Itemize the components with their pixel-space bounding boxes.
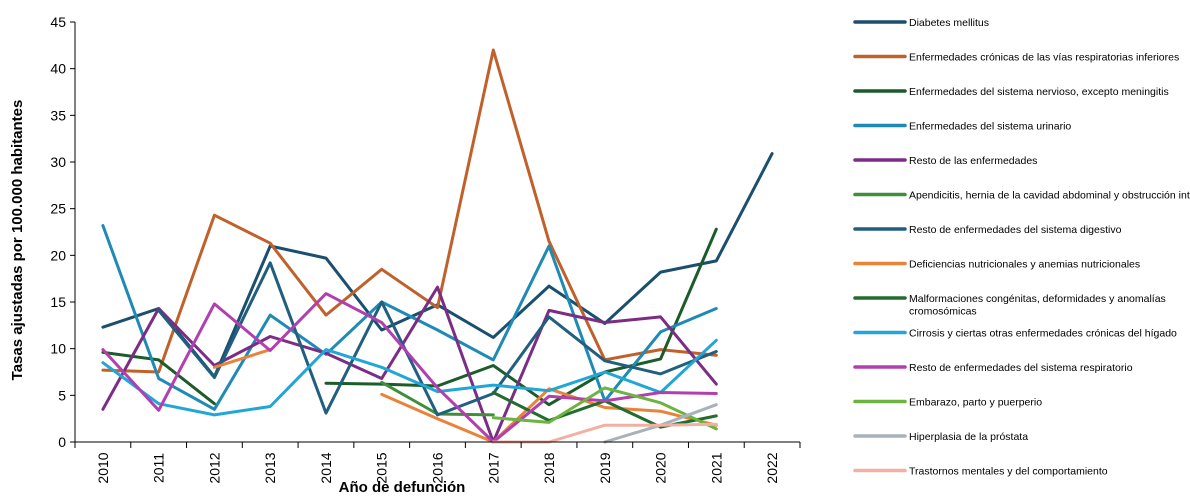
series-line-7 bbox=[157, 261, 718, 417]
y-tick-label: 20 bbox=[50, 247, 66, 263]
y-tick-label: 45 bbox=[50, 14, 66, 30]
legend-label: Cirrosis y ciertas otras enfermedades cr… bbox=[909, 328, 1177, 340]
x-tick-label: 2019 bbox=[597, 452, 613, 483]
legend-item: Enfermedades crónicas de las vías respir… bbox=[853, 52, 1179, 64]
legend-item: Embarazo, parto y puerperio bbox=[853, 397, 1042, 409]
x-tick-label: 2022 bbox=[764, 452, 780, 483]
legend-item: Resto de las enfermedades bbox=[853, 155, 1037, 167]
legend-label: Resto de las enfermedades bbox=[909, 155, 1037, 167]
x-tick-label: 2017 bbox=[485, 452, 501, 483]
legend-item: Apendicitis, hernia de la cavidad abdomi… bbox=[853, 190, 1190, 202]
x-tick-label: 2012 bbox=[206, 452, 222, 483]
axes: 0 5 10 15 20 25 30 35 40 45 2010 2011 2012 2013 2014 20… bbox=[50, 14, 801, 484]
legend-label: Apendicitis, hernia de la cavidad abdomi… bbox=[909, 190, 1190, 202]
legend-item: Diabetes mellitus bbox=[853, 17, 989, 29]
legend-label: Deficiencias nutricionales y anemias nut… bbox=[909, 259, 1140, 271]
y-tick-label: 35 bbox=[50, 107, 66, 123]
legend: Diabetes mellitus Enfermedades crónicas d… bbox=[853, 17, 1190, 478]
x-tick-label: 2015 bbox=[374, 452, 390, 483]
legend-label: Enfermedades del sistema urinario bbox=[909, 121, 1071, 133]
x-tick-label: 2014 bbox=[318, 452, 334, 483]
legend-item: Trastornos mentales y del comportamiento bbox=[853, 466, 1108, 478]
series-line-3 bbox=[101, 227, 718, 407]
series-line-8 bbox=[212, 348, 718, 444]
legend-item: Hiperplasia de la próstata bbox=[853, 431, 1028, 443]
legend-item: Cirrosis y ciertas otras enfermedades cr… bbox=[853, 328, 1177, 340]
plot-lines bbox=[101, 48, 774, 444]
legend-label: Enfermedades del sistema nervioso, excep… bbox=[909, 86, 1169, 98]
series-line-10 bbox=[101, 338, 718, 417]
legend-item: Enfermedades del sistema urinario bbox=[853, 121, 1071, 133]
series-line-1 bbox=[101, 152, 774, 379]
legend-item: Malformaciones congénitas, deformidades … bbox=[853, 293, 1166, 318]
legend-label: Embarazo, parto y puerperio bbox=[909, 397, 1042, 409]
x-tick-label: 2020 bbox=[653, 452, 669, 483]
y-tick-label: 40 bbox=[50, 61, 66, 77]
x-tick-label: 2021 bbox=[708, 452, 724, 483]
legend-item: Resto de enfermedades del sistema digest… bbox=[853, 224, 1122, 236]
y-tick-label: 25 bbox=[50, 201, 66, 217]
x-tick-label: 2013 bbox=[262, 452, 278, 483]
series-line-11 bbox=[101, 292, 718, 444]
legend-label: Enfermedades crónicas de las vías respir… bbox=[909, 52, 1179, 64]
legend-item: Resto de enfermedades del sistema respir… bbox=[853, 362, 1133, 374]
series-line-14 bbox=[491, 422, 718, 444]
x-tick-label: 2010 bbox=[95, 452, 111, 483]
x-axis-title: Año de defunción bbox=[339, 479, 466, 496]
y-tick-label: 10 bbox=[50, 341, 66, 357]
y-axis-title: Tasas ajustadas por 100.000 habitantes bbox=[9, 100, 26, 381]
legend-item: Deficiencias nutricionales y anemias nut… bbox=[853, 259, 1140, 271]
legend-label: Trastornos mentales y del comportamiento bbox=[909, 466, 1108, 478]
x-tick-label: 2016 bbox=[430, 452, 446, 483]
legend-item: Enfermedades del sistema nervioso, excep… bbox=[853, 86, 1169, 98]
legend-label: Hiperplasia de la próstata bbox=[909, 431, 1028, 443]
x-tick-label: 2018 bbox=[541, 452, 557, 483]
series-line-5 bbox=[101, 285, 718, 444]
y-tick-label: 0 bbox=[58, 434, 66, 450]
y-tick-label: 15 bbox=[50, 294, 66, 310]
y-tick-label: 5 bbox=[58, 387, 66, 403]
series-line-2 bbox=[101, 48, 718, 374]
series-line-4 bbox=[101, 224, 718, 411]
legend-label: Resto de enfermedades del sistema digest… bbox=[909, 224, 1122, 236]
legend-label: Malformaciones congénitas, deformidades … bbox=[909, 293, 1166, 318]
legend-label: Resto de enfermedades del sistema respir… bbox=[909, 362, 1133, 374]
y-tick-label: 30 bbox=[50, 154, 66, 170]
series-line-12 bbox=[491, 386, 718, 431]
x-tick-label: 2011 bbox=[151, 453, 167, 483]
legend-label: Diabetes mellitus bbox=[909, 17, 989, 29]
